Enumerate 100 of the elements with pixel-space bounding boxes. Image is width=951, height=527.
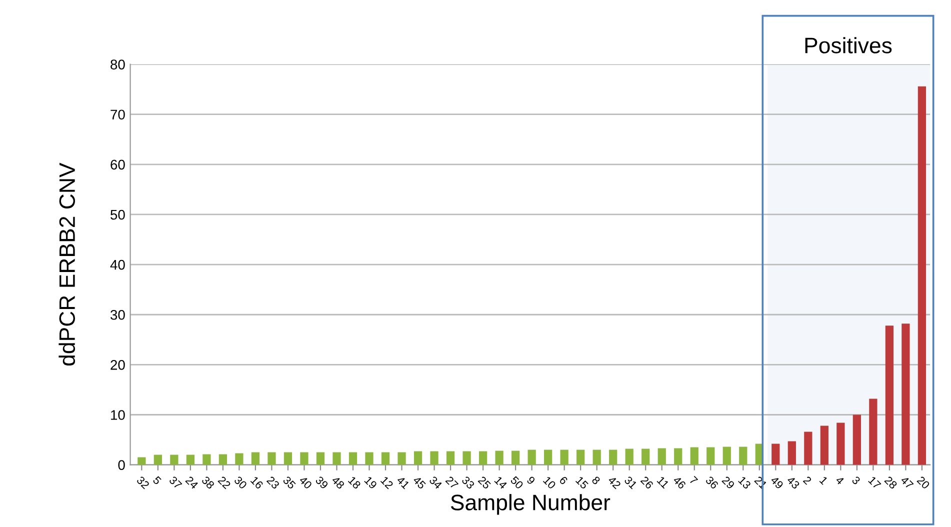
x-tick-label: 33 xyxy=(461,476,475,490)
bar xyxy=(642,448,650,465)
y-tick-label: 20 xyxy=(110,360,125,370)
x-tick-label: 17 xyxy=(868,476,882,490)
x-tick-label: 35 xyxy=(282,476,296,490)
bar xyxy=(788,441,796,465)
bar xyxy=(218,454,228,465)
x-tick-label: 18 xyxy=(348,476,362,490)
x-tick-label: 9 xyxy=(526,476,536,485)
x-tick-label: 38 xyxy=(201,476,215,490)
bar xyxy=(251,452,260,465)
bar xyxy=(722,446,731,465)
bar xyxy=(592,450,601,465)
y-tick-label: 60 xyxy=(110,160,125,170)
bar xyxy=(625,448,634,465)
x-axis-title: Sample Number xyxy=(450,494,610,515)
bar xyxy=(430,451,438,465)
bar xyxy=(560,450,568,465)
x-tick-label: 14 xyxy=(494,476,508,490)
x-tick-label: 22 xyxy=(218,476,232,490)
bar xyxy=(885,326,894,465)
x-tick-label: 8 xyxy=(591,476,601,486)
x-tick-label: 43 xyxy=(786,476,800,490)
bar xyxy=(495,450,504,465)
bar xyxy=(138,457,146,465)
x-tick-label: 39 xyxy=(315,476,329,490)
bar xyxy=(170,454,178,465)
bar xyxy=(268,452,276,465)
x-tick-label: 16 xyxy=(250,476,264,490)
bar xyxy=(902,324,910,465)
bar xyxy=(706,447,715,465)
bar xyxy=(381,452,390,465)
x-tick-label: 25 xyxy=(478,476,492,490)
bar xyxy=(235,453,244,465)
y-tick-label: 10 xyxy=(111,410,125,420)
bar xyxy=(316,452,325,465)
y-tick-label: 40 xyxy=(110,260,125,270)
x-tick-label: 28 xyxy=(884,476,898,490)
bar xyxy=(820,426,828,465)
x-tick-label: 46 xyxy=(672,476,686,490)
x-tick-label: 48 xyxy=(331,476,345,490)
x-tick-label: 10 xyxy=(542,476,556,490)
bar xyxy=(804,432,812,465)
y-tick-label: 70 xyxy=(110,110,125,120)
x-tick-label: 6 xyxy=(558,476,568,486)
x-tick-label: 37 xyxy=(168,476,182,490)
x-tick-label: 45 xyxy=(412,476,426,490)
bar xyxy=(202,454,211,465)
bar xyxy=(836,422,845,465)
x-tick-label: 4 xyxy=(835,476,845,486)
x-tick-label: 42 xyxy=(608,476,622,490)
bar xyxy=(609,450,618,465)
x-tick-label: 7 xyxy=(689,476,698,485)
x-tick-label: 5 xyxy=(152,476,162,486)
x-tick-label: 29 xyxy=(722,476,736,490)
x-tick-label: 3 xyxy=(851,476,861,486)
y-tick-label: 80 xyxy=(110,60,125,70)
x-tick-label: 2 xyxy=(802,476,812,485)
x-tick-label: 27 xyxy=(445,476,459,490)
x-tick-label: 41 xyxy=(396,476,410,490)
y-axis-title: ddPCR ERBB2 CNV xyxy=(58,162,76,366)
y-tick-label: 0 xyxy=(118,460,125,470)
bar xyxy=(398,452,406,465)
x-tick-label: 15 xyxy=(575,476,589,490)
bar xyxy=(674,448,682,465)
bar xyxy=(658,448,666,465)
bar xyxy=(300,452,308,465)
x-tick-label: 1 xyxy=(819,476,828,485)
y-tick-label: 30 xyxy=(110,310,125,320)
bar xyxy=(918,86,926,465)
x-tick-label: 23 xyxy=(266,476,280,490)
x-tick-label: 31 xyxy=(624,476,638,490)
x-tick-label: 34 xyxy=(428,476,443,490)
bar xyxy=(284,452,292,465)
bar xyxy=(528,450,536,465)
x-tick-label: 50 xyxy=(510,476,524,490)
x-tick-label: 47 xyxy=(900,476,914,490)
bar xyxy=(739,446,748,465)
x-tick-label: 20 xyxy=(916,476,930,490)
x-tick-label: 11 xyxy=(656,476,670,489)
bar xyxy=(690,447,698,465)
bar xyxy=(348,452,358,465)
bar xyxy=(576,450,585,465)
x-tick-label: 12 xyxy=(380,476,394,490)
bar xyxy=(852,414,861,465)
x-tick-label: 40 xyxy=(298,476,312,490)
bar xyxy=(478,451,488,465)
x-tick-label: 30 xyxy=(234,476,248,490)
bar xyxy=(869,398,878,465)
bar xyxy=(446,451,455,465)
x-tick-label: 32 xyxy=(136,476,150,490)
bar xyxy=(772,444,780,465)
band-label: Positives xyxy=(805,37,892,54)
bar xyxy=(414,451,422,465)
bar xyxy=(332,452,341,465)
bar xyxy=(544,450,552,465)
bar xyxy=(462,451,471,465)
bar xyxy=(154,454,162,465)
x-tick-label: 13 xyxy=(738,476,752,490)
x-tick-label: 26 xyxy=(640,476,654,490)
